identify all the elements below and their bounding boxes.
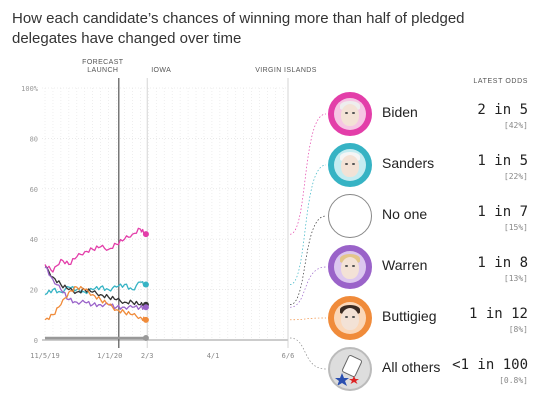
odds-row-no-one[interactable]: No one 1 in 7 [15%] [325,194,540,244]
warren-avatar-icon [328,245,372,289]
odds-row-all-others[interactable]: All others <1 in 100 [0.8%] [325,347,540,397]
sanders-avatar-icon [328,143,372,187]
candidate-name: Biden [382,104,418,120]
x-tick-label: 2/3 [141,352,154,360]
series-line [44,266,146,308]
candidate-odds: 1 in 5 [477,153,528,169]
series-end-dot [142,334,149,341]
chart-title: How each candidate’s chances of winning … [12,10,465,47]
empty-circle-icon [328,194,372,238]
event-label: FORECAST [82,59,124,66]
x-tick-label: 11/5/19 [30,352,60,360]
connector-line [289,266,327,308]
candidate-odds: 1 in 7 [477,204,528,220]
x-tick-label: 4/1 [207,352,220,360]
connector-line [289,215,327,306]
candidate-name: Warren [382,257,428,273]
y-tick-label: 60 [30,186,38,194]
series-end-dot [142,281,149,288]
candidate-name: Buttigieg [382,308,437,324]
odds-row-buttigieg[interactable]: Buttigieg 1 in 12 [8%] [325,296,540,346]
candidate-odds: 1 in 12 [468,306,528,322]
event-label: LAUNCH [87,67,118,74]
candidate-percent: [22%] [503,172,528,181]
connector-line [289,113,327,235]
event-label: IOWA [151,67,171,74]
connector-line [289,164,327,285]
y-tick-label: 100% [21,85,39,93]
series-end-dot [142,304,149,311]
candidate-percent: [15%] [503,223,528,232]
series-end-dot [142,231,149,238]
odds-row-sanders[interactable]: Sanders 1 in 5 [22%] [325,143,540,193]
connector-line [289,337,327,370]
biden-avatar-icon [328,92,372,136]
candidate-odds: <1 in 100 [452,357,528,373]
connector-line [289,317,327,321]
x-tick-label: 1/1/20 [97,352,122,360]
series-line [44,285,146,322]
candidate-name: Sanders [382,155,435,171]
candidate-name: No one [382,206,428,222]
y-tick-label: 20 [30,287,38,295]
candidate-odds: 2 in 5 [477,102,528,118]
odds-row-biden[interactable]: Biden 2 in 5 [42%] [325,92,540,142]
x-tick-label: 6/6 [282,352,295,360]
series-line [44,227,146,273]
latest-odds-header: LATEST ODDS [473,78,528,85]
y-tick-label: 40 [30,236,38,244]
series-line [44,266,146,310]
buttigieg-avatar-icon [328,296,372,340]
candidate-percent: [13%] [503,274,528,283]
candidate-percent: [42%] [503,121,528,130]
all-others-icon [328,347,372,391]
y-tick-label: 80 [30,135,38,143]
candidate-percent: [8%] [508,325,528,334]
candidate-odds: 1 in 8 [477,255,528,271]
odds-row-warren[interactable]: Warren 1 in 8 [13%] [325,245,540,295]
event-label: VIRGIN ISLANDS [255,67,317,74]
y-tick-label: 0 [34,337,38,345]
candidate-name: All others [382,359,441,375]
series-line [44,281,146,296]
candidate-percent: [0.8%] [499,376,528,385]
series-end-dot [142,316,149,323]
